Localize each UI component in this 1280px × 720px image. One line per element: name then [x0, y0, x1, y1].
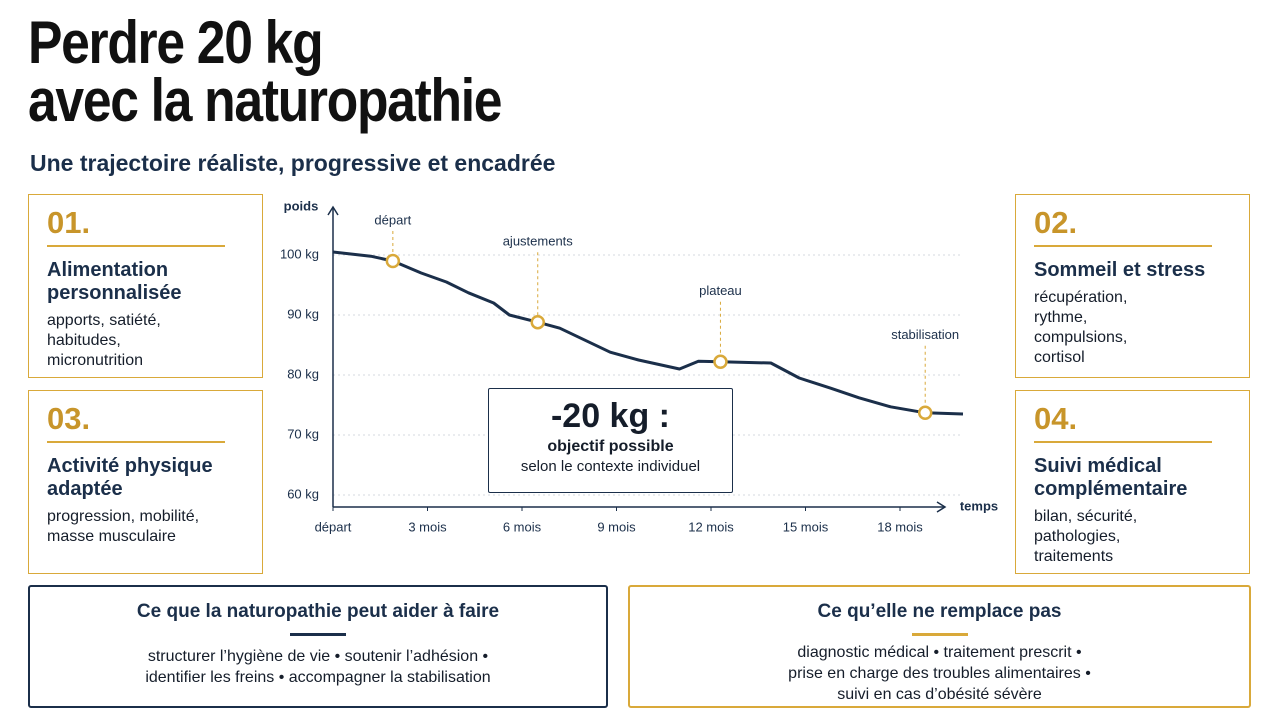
- callout: -20 kg : objectif possible selon le cont…: [488, 388, 733, 493]
- annotation-marker: [917, 405, 933, 421]
- annotation-label: plateau: [699, 283, 742, 298]
- annotation-marker: [385, 253, 401, 269]
- x-tick-label: 18 mois: [877, 519, 923, 534]
- card-text: progression, mobilité, masse musculaire: [47, 508, 200, 545]
- card: 01. Alimentation personnalisée apports, sa…: [28, 194, 263, 378]
- card: 03. Activité physique adaptée progression,…: [28, 390, 263, 574]
- card-title: Sommeil et stress: [1034, 259, 1206, 281]
- divider: [290, 633, 346, 636]
- annotation-label: ajustements: [503, 234, 574, 249]
- y-tick-label: 60 kg: [287, 486, 319, 501]
- x-axis-label: temps: [960, 498, 998, 513]
- card-title: Alimentation personnalisée: [47, 259, 182, 304]
- x-tick-label: départ: [315, 519, 352, 534]
- x-tick-label: 6 mois: [503, 519, 542, 534]
- subtitle: Une trajectoire réaliste, progressive et…: [30, 150, 556, 176]
- callout-line: objectif possible: [547, 438, 674, 455]
- box-line: identifier les freins • accompagner la s…: [145, 669, 491, 686]
- card: 02. Sommeil et stress récupération, rythme…: [1015, 194, 1250, 378]
- x-tick-label: 12 mois: [688, 519, 734, 534]
- y-tick-label: 80 kg: [287, 366, 319, 381]
- divider: [911, 633, 968, 636]
- card-number: 04.: [1034, 401, 1212, 443]
- card-text: apports, satiété, habitudes, micronutrit…: [47, 312, 161, 369]
- card-text: récupération, rythme, compulsions, corti…: [1034, 289, 1128, 366]
- box-title: Ce qu’elle ne remplace pas: [817, 601, 1062, 622]
- card-number: 03.: [47, 401, 225, 443]
- y-tick-label: 90 kg: [287, 306, 319, 321]
- info-box: Ce qu’elle ne remplace pas diagnostic mé…: [628, 585, 1251, 708]
- y-tick-label: 70 kg: [287, 426, 319, 441]
- y-tick-label: 100 kg: [280, 246, 319, 261]
- box-line: prise en charge des troubles alimentaire…: [788, 665, 1091, 682]
- title: Perdre 20 kg avec la naturopathie: [28, 9, 502, 134]
- y-axis-label: poids: [284, 198, 319, 213]
- callout-headline: -20 kg :: [550, 397, 671, 435]
- arrow: [327, 205, 339, 216]
- box-line: suivi en cas d’obésité sévère: [837, 686, 1042, 703]
- box-line: diagnostic médical • traitement prescrit…: [797, 644, 1082, 661]
- x-tick-label: 9 mois: [597, 519, 636, 534]
- x-tick-label: 15 mois: [783, 519, 829, 534]
- card-title: Activité physique adaptée: [47, 455, 213, 500]
- card-number: 02.: [1034, 205, 1212, 247]
- card-title: Suivi médical complémentaire: [1034, 455, 1188, 500]
- title-line: avec la naturopathie: [28, 67, 502, 134]
- arrow: [936, 501, 947, 513]
- annotation-label: stabilisation: [891, 327, 959, 342]
- x-tick-label: 3 mois: [408, 519, 447, 534]
- card-text: bilan, sécurité, pathologies, traitement…: [1034, 508, 1138, 565]
- annotation-label: départ: [374, 212, 411, 227]
- annotation-marker: [530, 314, 545, 330]
- card-number: 01.: [47, 205, 225, 247]
- line: [332, 250, 964, 416]
- title-line: Perdre 20 kg: [28, 9, 324, 76]
- box-line: structurer l’hygiène de vie • soutenir l…: [147, 648, 489, 665]
- callout-line: selon le contexte individuel: [520, 458, 701, 475]
- annotation-marker: [713, 354, 728, 370]
- card: 04. Suivi médical complémentaire bilan, sé…: [1015, 390, 1250, 574]
- box-title: Ce que la naturopathie peut aider à fair…: [136, 601, 500, 622]
- info-box: Ce que la naturopathie peut aider à fair…: [28, 585, 608, 708]
